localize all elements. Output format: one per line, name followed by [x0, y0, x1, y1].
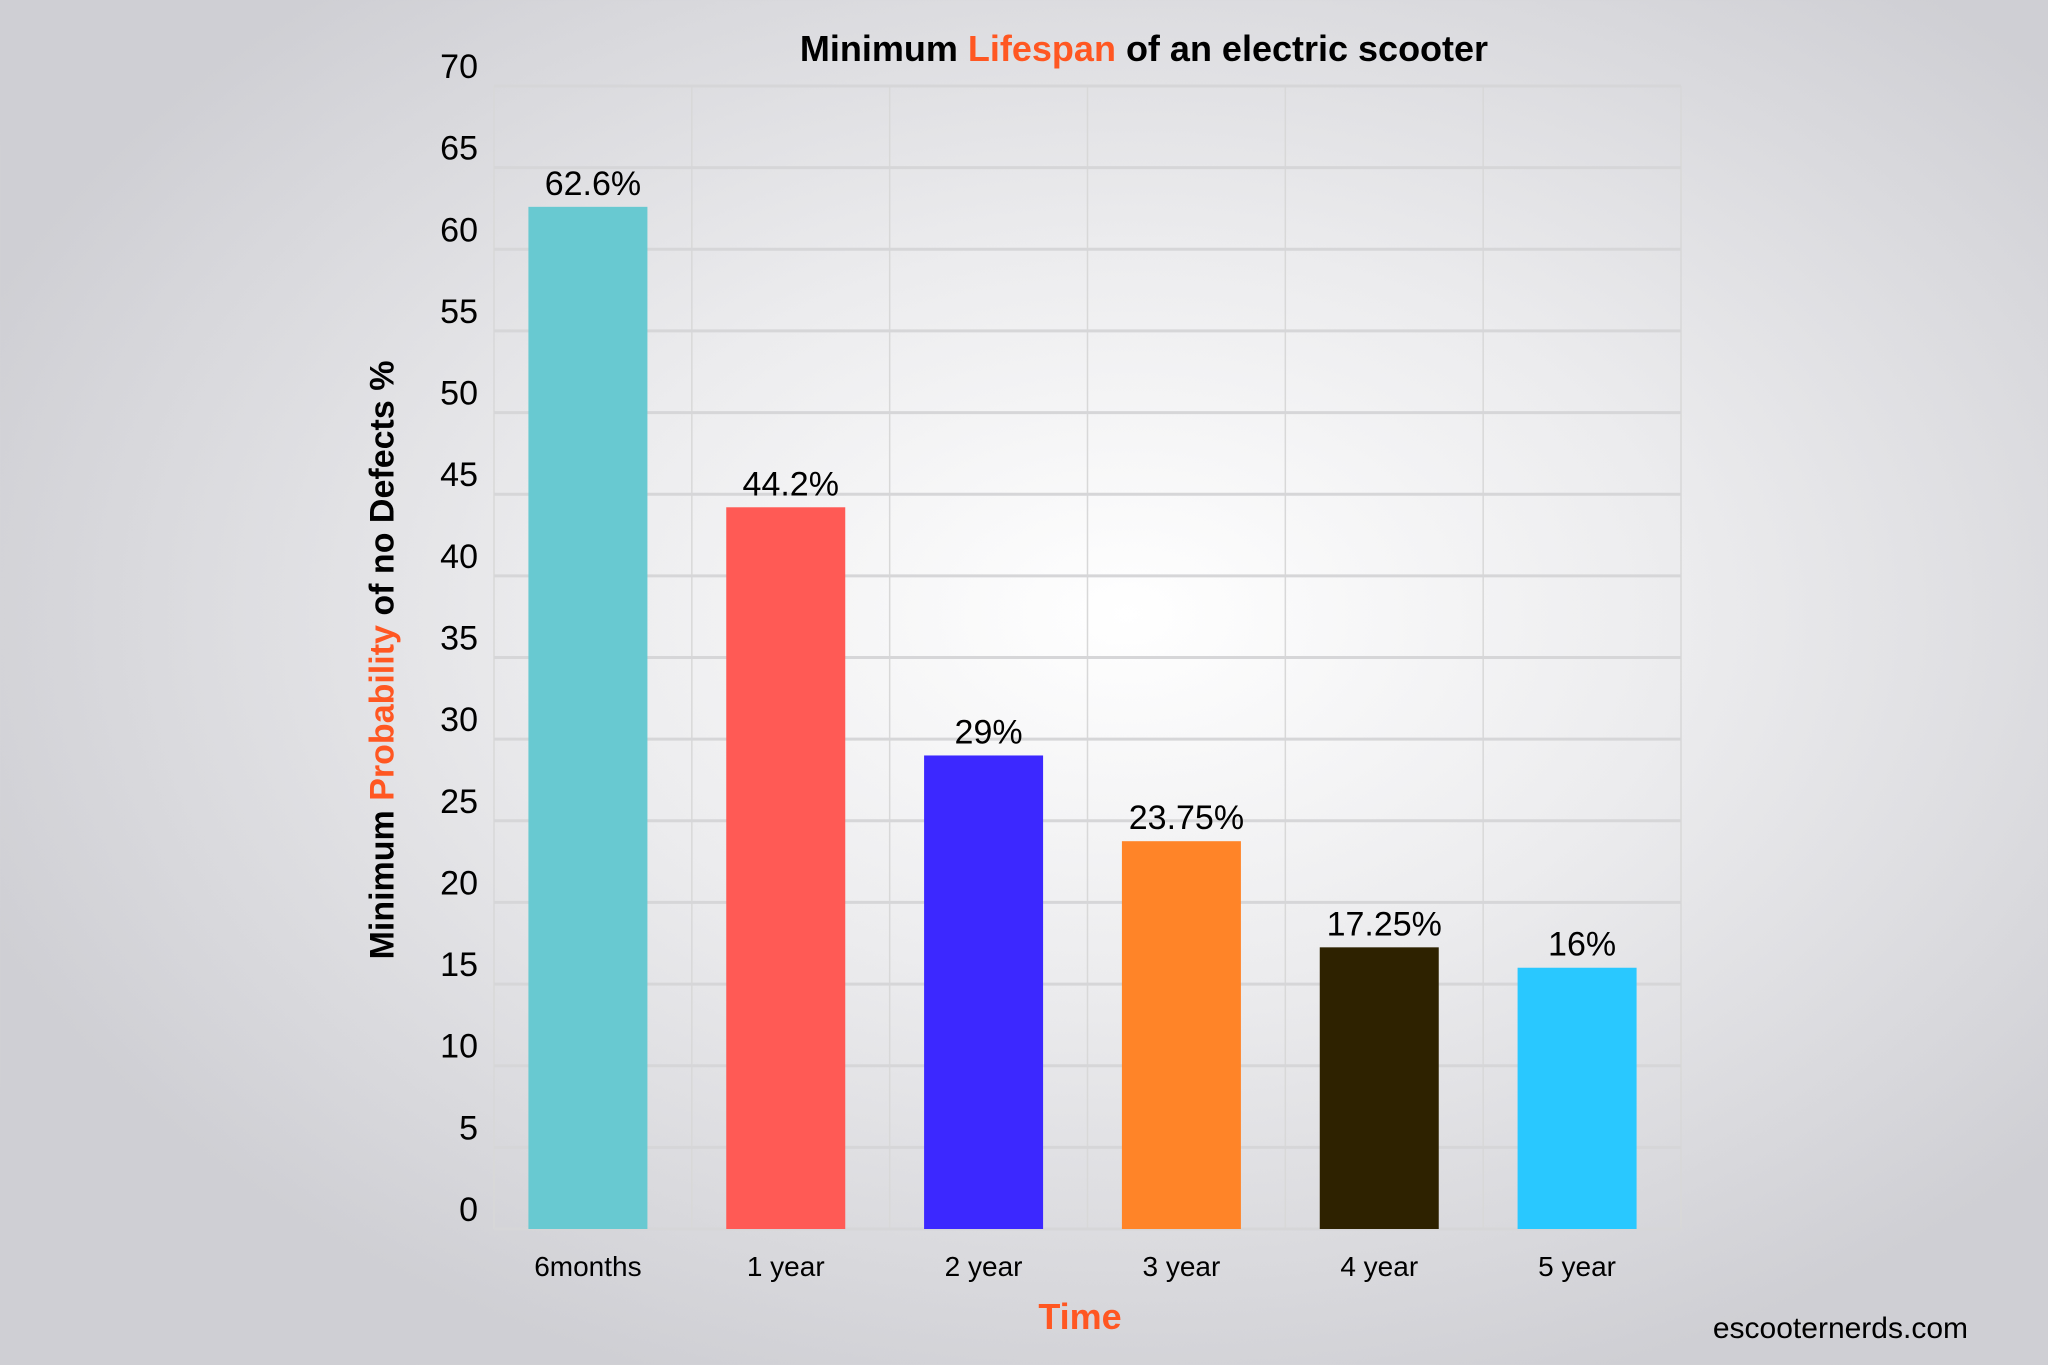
data-label: 16%	[1548, 926, 1616, 964]
ylabel-part: of no Defects %	[363, 360, 402, 626]
x-tick-label: 1 year	[747, 1251, 825, 1282]
y-tick-label: 65	[440, 130, 478, 168]
chart-title: Minimum Lifespan of an electric scooter	[0, 28, 2048, 70]
x-tick-label: 4 year	[1340, 1251, 1418, 1282]
y-tick-label: 0	[459, 1191, 478, 1229]
bar	[726, 507, 846, 1230]
y-tick-label: 5	[459, 1109, 478, 1147]
data-label: 44.2%	[743, 465, 839, 503]
bar	[924, 755, 1044, 1229]
y-tick-label: 60	[440, 211, 478, 249]
bar	[1517, 967, 1637, 1229]
y-tick-label: 45	[440, 456, 478, 494]
x-axis-label: Time	[1038, 1296, 1122, 1337]
y-tick-label: 25	[440, 783, 478, 821]
title-highlight: Lifespan	[967, 28, 1116, 69]
x-tick-label: 3 year	[1143, 1251, 1221, 1282]
y-axis-label: Minimum Probability of no Defects %	[364, 361, 403, 960]
y-tick-label: 15	[440, 946, 478, 984]
data-label: 23.75%	[1129, 799, 1244, 837]
y-tick-label: 50	[440, 375, 478, 413]
x-tick-label: 2 year	[945, 1251, 1023, 1282]
data-label: 62.6%	[545, 165, 641, 203]
y-tick-label: 70	[440, 48, 478, 86]
y-tick-label: 55	[440, 293, 478, 331]
title-part: Minimum	[799, 28, 968, 69]
x-tick-label: 5 year	[1538, 1251, 1616, 1282]
data-label: 17.25%	[1327, 905, 1442, 943]
y-tick-label: 30	[440, 701, 478, 739]
y-tick-label: 35	[440, 620, 478, 658]
ylabel-part: Minimum	[363, 800, 402, 960]
title-part: of an electric scooter	[1115, 28, 1489, 69]
x-tick-label: 6months	[534, 1251, 641, 1282]
data-label: 29%	[955, 713, 1023, 751]
y-tick-label: 40	[440, 538, 478, 576]
ylabel-highlight: Probability	[363, 625, 402, 801]
y-tick-label: 10	[440, 1028, 478, 1066]
y-tick-label: 20	[440, 864, 478, 902]
bar	[1121, 841, 1241, 1229]
bar	[528, 206, 648, 1229]
bar	[1319, 947, 1439, 1229]
watermark: escooternerds.com	[1712, 1312, 1968, 1345]
